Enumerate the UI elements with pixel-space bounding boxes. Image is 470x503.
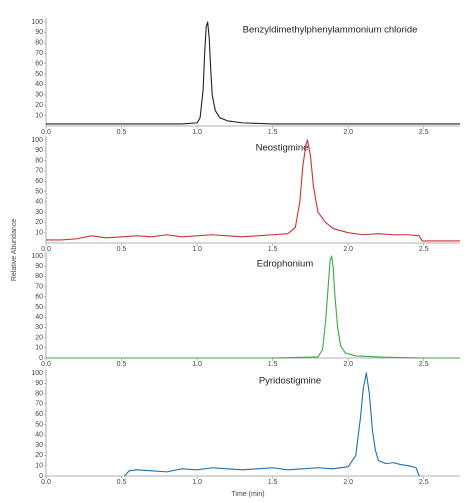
y-tick-label: 50 — [35, 304, 43, 311]
x-tick-label: 1.0 — [192, 129, 202, 136]
x-tick-label: 1.5 — [268, 246, 278, 253]
chromatogram-line — [46, 21, 460, 125]
x-tick-label: 1.0 — [192, 361, 202, 368]
x-tick-label: 0.0 — [41, 246, 51, 253]
y-tick-label: 80 — [35, 40, 43, 47]
y-tick-label: 90 — [35, 263, 43, 270]
x-tick-label: 2.0 — [343, 129, 353, 136]
x-tick-label: 0.0 — [41, 361, 51, 368]
y-tick-label: 40 — [35, 314, 43, 321]
y-tick-label: 20 — [35, 452, 43, 459]
panel-title: Edrophonium — [257, 259, 314, 270]
y-tick-label: 50 — [35, 188, 43, 195]
x-tick-label: 2.5 — [419, 479, 429, 486]
y-tick-label: 90 — [35, 380, 43, 387]
panel-title: Neostigmine — [256, 143, 309, 154]
x-tick-label: 2.0 — [343, 246, 353, 253]
y-tick-label: 50 — [35, 421, 43, 428]
y-tick-label: 80 — [35, 157, 43, 164]
chromatogram-line — [46, 139, 460, 242]
y-tick-label: 70 — [35, 50, 43, 57]
y-tick-label: 40 — [35, 432, 43, 439]
y-tick-label: 80 — [35, 273, 43, 280]
y-tick-label: 90 — [35, 29, 43, 36]
y-tick-label: 0 — [39, 473, 43, 480]
x-tick-label: 2.5 — [419, 129, 429, 136]
y-tick-label: 0 — [39, 355, 43, 362]
y-tick-label: 70 — [35, 168, 43, 175]
x-tick-label: 1.0 — [192, 246, 202, 253]
y-tick-label: 20 — [35, 102, 43, 109]
y-tick-label: 100 — [31, 137, 43, 144]
chromatogram-line — [124, 372, 420, 477]
y-tick-label: 60 — [35, 411, 43, 418]
x-tick-label: 0.5 — [117, 129, 127, 136]
x-tick-label: 0.5 — [117, 246, 127, 253]
y-tick-label: 80 — [35, 390, 43, 397]
y-tick-label: 20 — [35, 334, 43, 341]
y-tick-label: 70 — [35, 283, 43, 290]
x-tick-label: 2.0 — [343, 361, 353, 368]
y-tick-label: 100 — [31, 19, 43, 26]
x-tick-label: 0.0 — [41, 129, 51, 136]
chromatogram-line — [46, 255, 460, 359]
x-tick-label: 1.5 — [268, 129, 278, 136]
y-tick-label: 30 — [35, 442, 43, 449]
x-tick-label: 2.5 — [419, 361, 429, 368]
x-tick-label: 0.0 — [41, 479, 51, 486]
y-tick-label: 70 — [35, 401, 43, 408]
y-tick-label: 100 — [31, 253, 43, 260]
panel-title: Pyridostigmine — [259, 376, 321, 387]
y-tick-label: 10 — [35, 230, 43, 237]
y-tick-label: 30 — [35, 324, 43, 331]
y-tick-label: 50 — [35, 71, 43, 78]
y-tick-label: 60 — [35, 294, 43, 301]
x-tick-label: 0.5 — [117, 479, 127, 486]
x-tick-label: 1.0 — [192, 479, 202, 486]
y-tick-label: 60 — [35, 60, 43, 67]
y-axis-label: Relative Abundance — [11, 219, 18, 281]
y-tick-label: 40 — [35, 199, 43, 206]
x-tick-label: 0.5 — [117, 361, 127, 368]
y-tick-label: 100 — [31, 370, 43, 377]
panel-title: Benzyldimethylphenylammonium chloride — [243, 25, 418, 36]
y-tick-label: 30 — [35, 209, 43, 216]
x-tick-label: 2.5 — [419, 246, 429, 253]
x-tick-label: 2.0 — [343, 479, 353, 486]
y-tick-label: 60 — [35, 178, 43, 185]
y-tick-label: 10 — [35, 112, 43, 119]
x-axis-label: Time (min) — [231, 491, 264, 498]
y-tick-label: 40 — [35, 81, 43, 88]
x-tick-label: 1.5 — [268, 479, 278, 486]
y-tick-label: 20 — [35, 219, 43, 226]
y-tick-label: 90 — [35, 147, 43, 154]
y-tick-label: 10 — [35, 345, 43, 352]
y-tick-label: 10 — [35, 463, 43, 470]
x-tick-label: 1.5 — [268, 361, 278, 368]
y-tick-label: 30 — [35, 92, 43, 99]
